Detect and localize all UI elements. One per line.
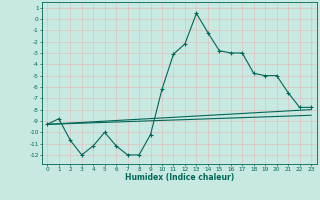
X-axis label: Humidex (Indice chaleur): Humidex (Indice chaleur) [124, 173, 234, 182]
